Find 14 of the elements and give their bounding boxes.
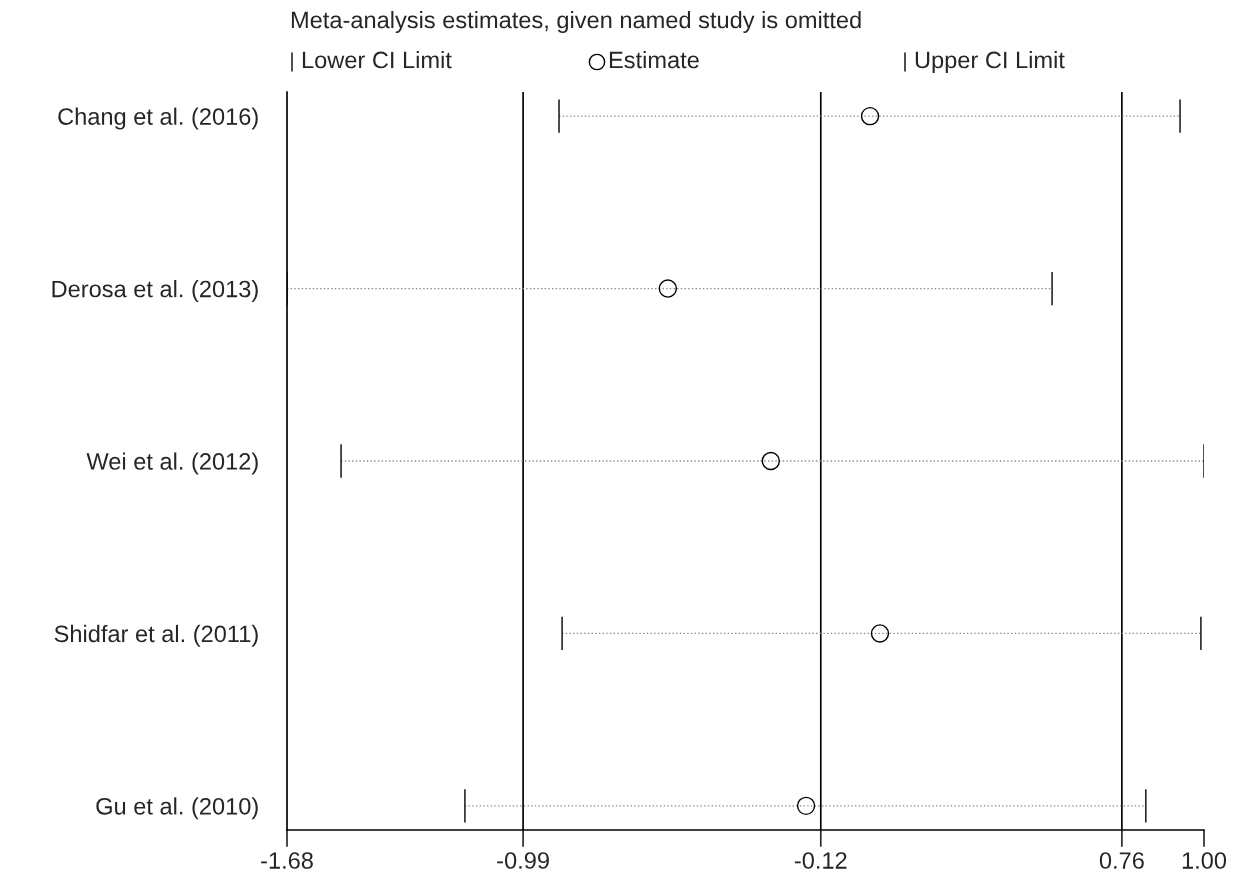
chart-title: Meta-analysis estimates, given named study is omitted [291, 11, 861, 34]
legend-label: Estimate [609, 51, 699, 69]
x-tick-label: 1.00 [1182, 852, 1227, 869]
x-tick-label: -1.68 [261, 852, 313, 869]
x-tick-label: -0.99 [497, 852, 549, 869]
y-tick-label: Wei et al. (2012) [86, 452, 258, 475]
x-tick-label: 0.76 [1099, 852, 1144, 869]
y-tick-label: Chang et al. (2016) [58, 107, 258, 130]
text: Upper CI Limit [915, 51, 1065, 74]
y-tick-label: Derosa et al. (2013) [52, 280, 258, 303]
y-tick-label: Shidfar et al. (2011) [54, 624, 258, 647]
x-tick-label: -0.12 [794, 852, 847, 869]
y-tick-label: Gu et al. (2010) [96, 797, 258, 820]
text: Lower CI Limit [302, 51, 452, 69]
